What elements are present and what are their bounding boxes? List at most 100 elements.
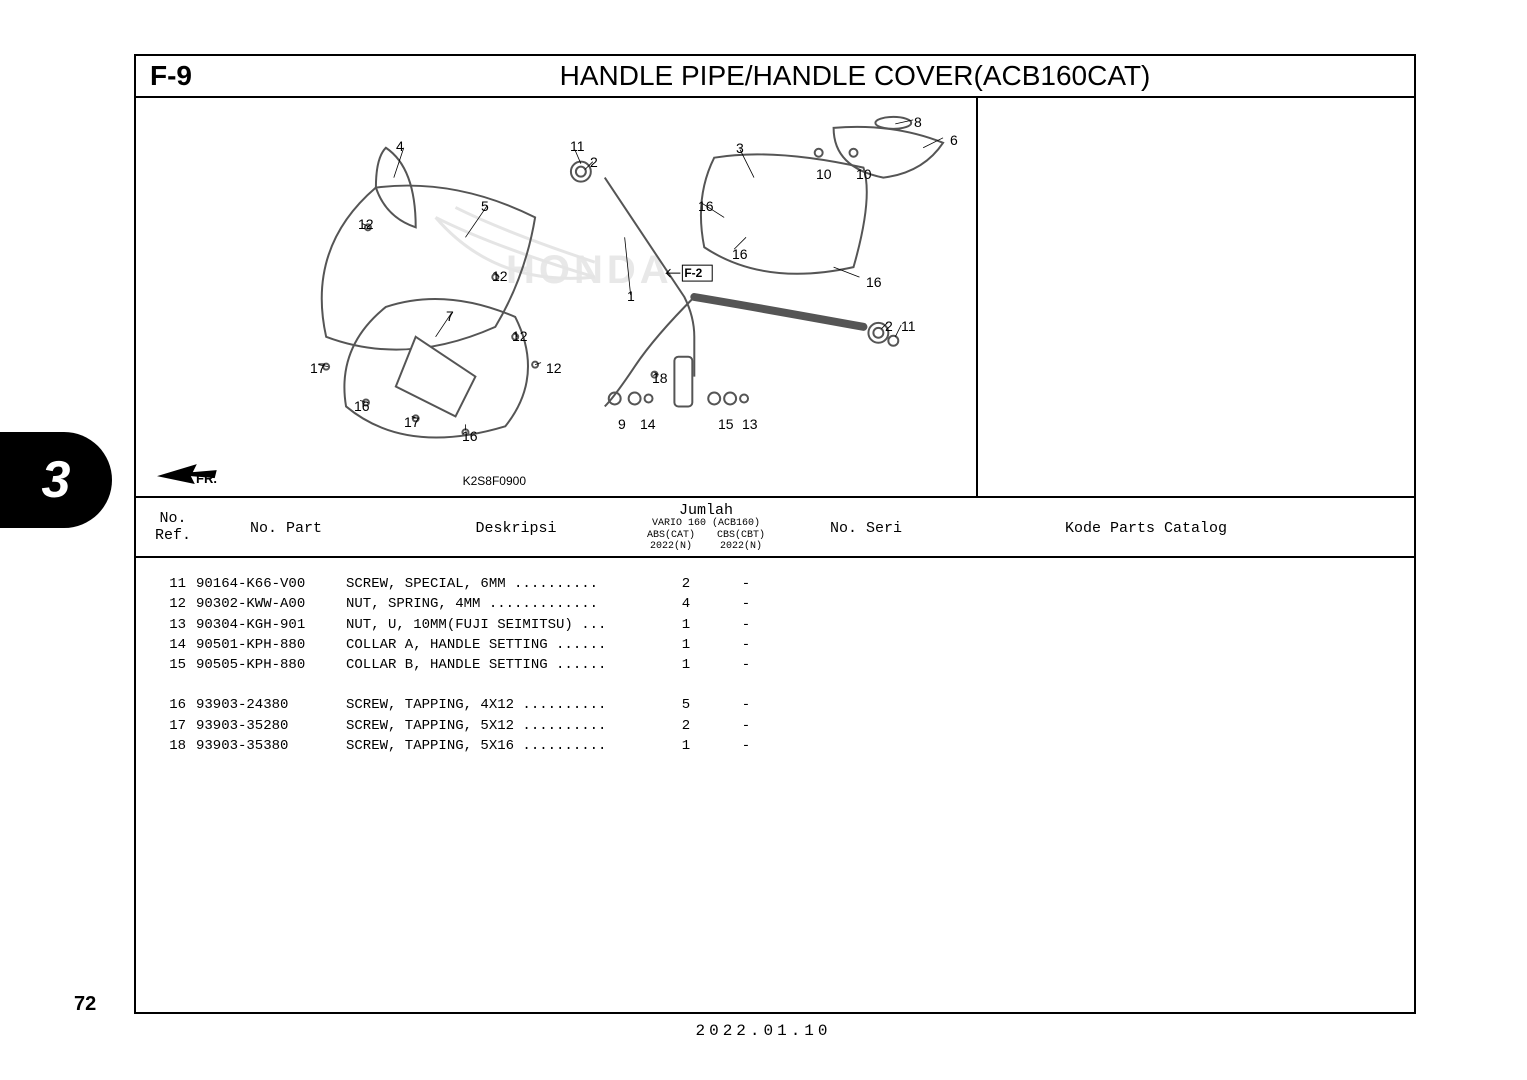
- callout-12: 12: [512, 328, 528, 344]
- cell-kode: [956, 615, 1414, 635]
- callout-13: 13: [742, 416, 758, 432]
- page-number: 72: [74, 993, 96, 1016]
- table-row: 1590505-KPH-880COLLAR B, HANDLE SETTING …: [136, 655, 1414, 675]
- cell-q2: -: [716, 695, 776, 715]
- cell-q2: -: [716, 615, 776, 635]
- cell-part: 90304-KGH-901: [196, 615, 346, 635]
- callout-7: 7: [446, 308, 454, 324]
- cell-desc: COLLAR A, HANDLE SETTING ......: [346, 635, 656, 655]
- callout-16: 16: [866, 274, 882, 290]
- callout-11: 11: [570, 138, 585, 154]
- cell-q1: 2: [656, 574, 716, 594]
- callout-14: 14: [640, 416, 656, 432]
- callout-11: 11: [901, 318, 916, 334]
- cell-part: 93903-35380: [196, 736, 346, 756]
- callout-16: 16: [698, 198, 714, 214]
- cell-q2: -: [716, 574, 776, 594]
- footer-date: 2022.01.10: [0, 1022, 1527, 1040]
- cell-kode: [956, 635, 1414, 655]
- cell-desc: NUT, U, 10MM(FUJI SEIMITSU) ...: [346, 615, 656, 635]
- callout-15: 15: [718, 416, 734, 432]
- callout-12: 12: [358, 216, 374, 232]
- table-row: 1290302-KWW-A00NUT, SPRING, 4MM ........…: [136, 594, 1414, 614]
- cell-desc: SCREW, TAPPING, 4X12 ..........: [346, 695, 656, 715]
- callout-17: 17: [404, 414, 420, 430]
- cell-ref: 13: [136, 615, 196, 635]
- chapter-tab: 3: [0, 432, 112, 528]
- cell-desc: SCREW, SPECIAL, 6MM ..........: [346, 574, 656, 594]
- callout-16: 16: [354, 398, 370, 414]
- cell-desc: SCREW, TAPPING, 5X16 ..........: [346, 736, 656, 756]
- cell-seri: [776, 574, 956, 594]
- cell-desc: SCREW, TAPPING, 5X12 ..........: [346, 716, 656, 736]
- cell-q1: 1: [656, 655, 716, 675]
- callout-17: 17: [310, 360, 326, 376]
- callout-1: 1: [627, 288, 635, 304]
- callout-5: 5: [481, 198, 489, 214]
- diagram-code: K2S8F0900: [463, 474, 526, 488]
- th-q1: ABS(CAT) 2022(N): [636, 530, 706, 552]
- cell-kode: [956, 655, 1414, 675]
- diagram-area: HONDA: [136, 98, 1414, 498]
- table-row: 1693903-24380SCREW, TAPPING, 4X12 ......…: [136, 695, 1414, 715]
- callout-2: 2: [590, 154, 598, 170]
- cell-seri: [776, 655, 956, 675]
- cell-q2: -: [716, 655, 776, 675]
- cell-q1: 4: [656, 594, 716, 614]
- table-row: 1893903-35380SCREW, TAPPING, 5X16 ......…: [136, 736, 1414, 756]
- table-row: 1793903-35280SCREW, TAPPING, 5X12 ......…: [136, 716, 1414, 736]
- table-header: No. Ref. No. Part Deskripsi Jumlah VARIO…: [136, 498, 1414, 558]
- th-kode: Kode Parts Catalog: [996, 520, 1296, 537]
- diagram-right-blank: [976, 98, 1414, 496]
- cell-kode: [956, 594, 1414, 614]
- callout-8: 8: [914, 114, 922, 130]
- cell-seri: [776, 635, 956, 655]
- cell-q1: 5: [656, 695, 716, 715]
- th-seri: No. Seri: [796, 520, 936, 537]
- cell-kode: [956, 716, 1414, 736]
- callout-12: 12: [492, 268, 508, 284]
- cell-q1: 1: [656, 736, 716, 756]
- cell-seri: [776, 615, 956, 635]
- header-row: F-9 HANDLE PIPE/HANDLE COVER(ACB160CAT): [136, 56, 1414, 98]
- table-row: 1390304-KGH-901NUT, U, 10MM(FUJI SEIMITS…: [136, 615, 1414, 635]
- cell-ref: 17: [136, 716, 196, 736]
- table-body: 1190164-K66-V00SCREW, SPECIAL, 6MM .....…: [136, 558, 1414, 756]
- front-direction-label: FR.: [196, 471, 217, 486]
- cell-part: 90302-KWW-A00: [196, 594, 346, 614]
- section-title: HANDLE PIPE/HANDLE COVER(ACB160CAT): [416, 60, 1414, 92]
- cell-q2: -: [716, 716, 776, 736]
- callout-16: 16: [462, 428, 478, 444]
- cell-seri: [776, 594, 956, 614]
- cell-ref: 12: [136, 594, 196, 614]
- table-row: 1490501-KPH-880COLLAR A, HANDLE SETTING …: [136, 635, 1414, 655]
- cell-seri: [776, 716, 956, 736]
- cell-part: 93903-35280: [196, 716, 346, 736]
- callout-16: 16: [732, 246, 748, 262]
- cell-ref: 15: [136, 655, 196, 675]
- th-jumlah: Jumlah: [646, 502, 766, 519]
- cell-desc: COLLAR B, HANDLE SETTING ......: [346, 655, 656, 675]
- cell-kode: [956, 736, 1414, 756]
- cell-part: 93903-24380: [196, 695, 346, 715]
- cell-ref: 18: [136, 736, 196, 756]
- callout-6: 6: [950, 132, 958, 148]
- callout-3: 3: [736, 140, 744, 156]
- th-q2: CBS(CBT) 2022(N): [706, 530, 776, 552]
- callout-4: 4: [396, 138, 404, 154]
- callout-10: 10: [856, 166, 872, 182]
- callout-9: 9: [618, 416, 626, 432]
- cell-q2: -: [716, 736, 776, 756]
- cell-kode: [956, 695, 1414, 715]
- cell-ref: 16: [136, 695, 196, 715]
- th-part: No. Part: [216, 520, 356, 537]
- diagram-panel: HONDA: [136, 98, 976, 496]
- cell-ref: 11: [136, 574, 196, 594]
- cell-q1: 1: [656, 635, 716, 655]
- exploded-view-svg: F-2: [136, 98, 976, 496]
- section-code: F-9: [136, 60, 416, 92]
- table-row: 1190164-K66-V00SCREW, SPECIAL, 6MM .....…: [136, 574, 1414, 594]
- cell-part: 90501-KPH-880: [196, 635, 346, 655]
- page-frame: F-9 HANDLE PIPE/HANDLE COVER(ACB160CAT) …: [134, 54, 1416, 1014]
- callout-10: 10: [816, 166, 832, 182]
